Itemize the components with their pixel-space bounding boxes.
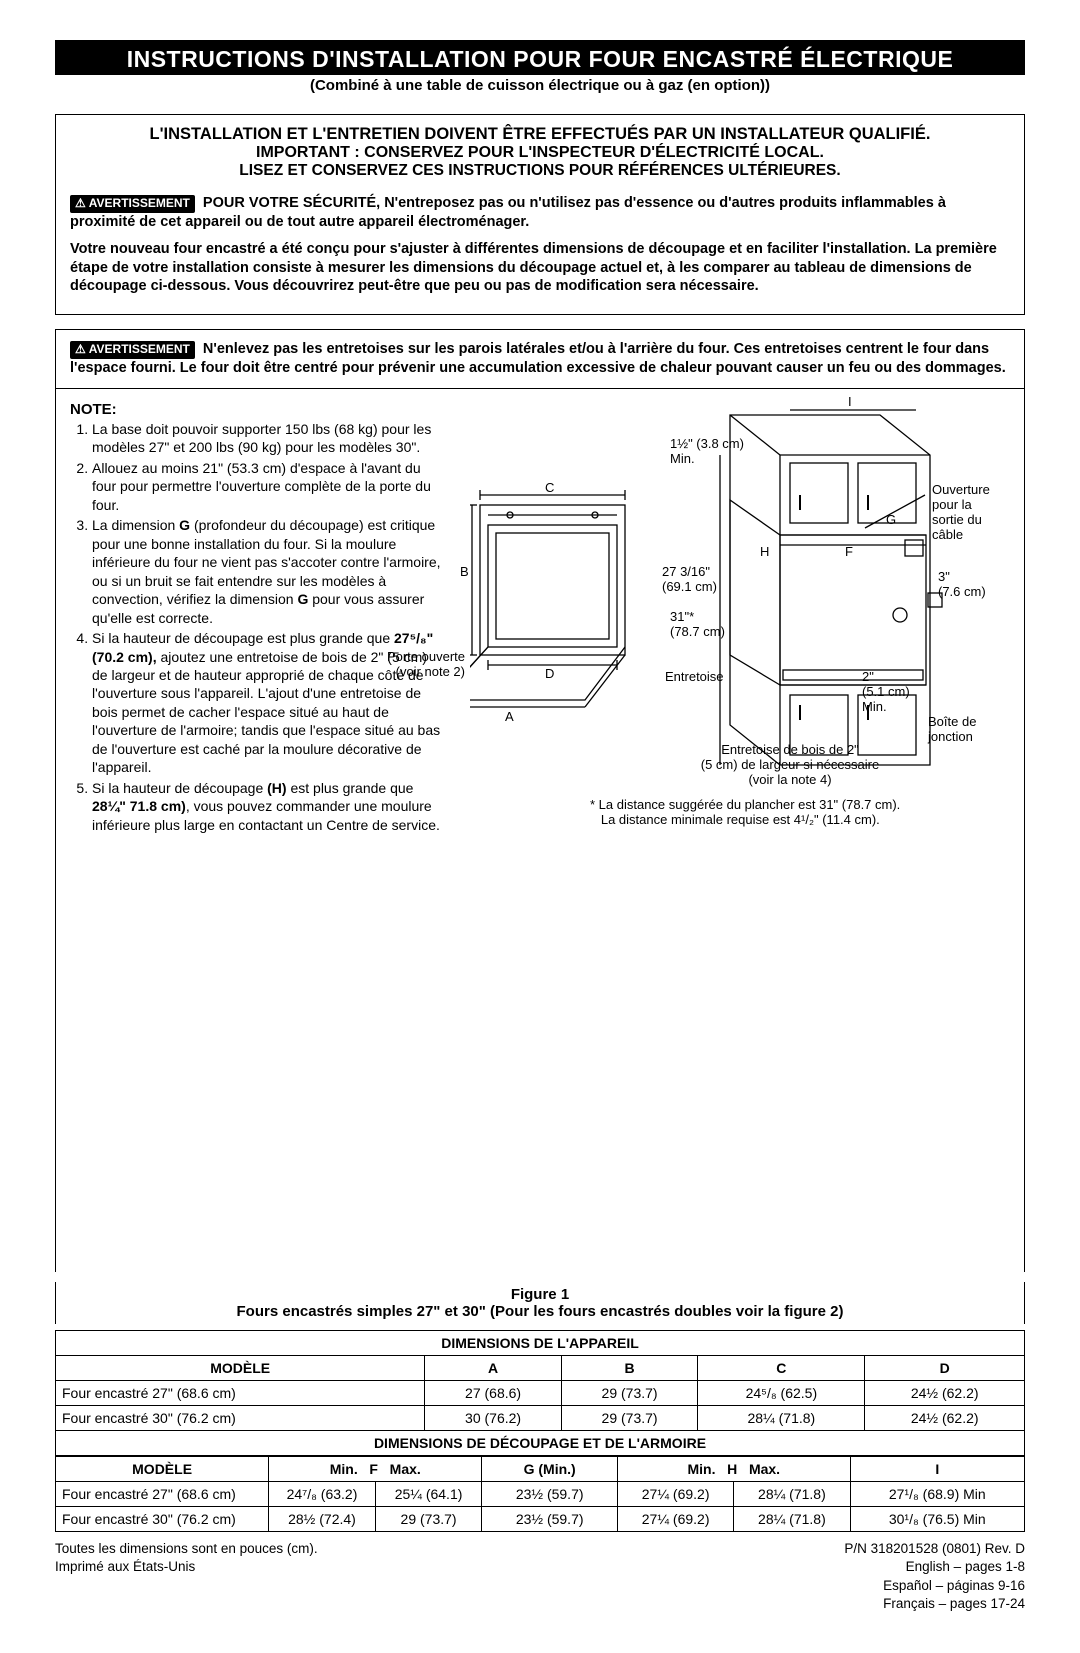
page-footer: Toutes les dimensions sont en pouces (cm… [55, 1540, 1025, 1613]
dim-27: 27 3/16"(69.1 cm) [662, 565, 717, 595]
notes-heading: NOTE: [70, 401, 445, 418]
table-row: Four encastré 27" (68.6 cm) 24⁷/₈ (63.2)… [56, 1482, 1025, 1507]
col-a: A [425, 1356, 561, 1381]
label-porte-ouverte: Porte ouverte(voir note 2) [375, 650, 465, 680]
label-f: F [845, 545, 853, 560]
page-subtitle: (Combiné à une table de cuisson électriq… [55, 77, 1025, 94]
dimensions-cutout-table: MODÈLE Min. F Max. G (Min.) Min. H Max. … [55, 1456, 1025, 1532]
col-c: C [698, 1356, 865, 1381]
label-c: C [545, 481, 554, 496]
warning-icon: AVERTISSEMENT [70, 341, 195, 359]
col-f: Min. F Max. [269, 1457, 482, 1482]
note-3: La dimension G (profondeur du découpage)… [92, 516, 445, 627]
label-b: B [460, 565, 469, 580]
diagram: C B D A I G F H 1½" (3.8 cm)Min. 27 3/16… [470, 395, 1010, 825]
col-model: MODÈLE [56, 1457, 269, 1482]
footer-left: Toutes les dimensions sont en pouces (cm… [55, 1540, 318, 1613]
label-a: A [505, 710, 514, 725]
spacer-warning-text: N'enlevez pas les entretoises sur les pa… [70, 341, 1006, 376]
note-2: Allouez au moins 21" (53.3 cm) d'espace … [92, 459, 445, 514]
label-ouverture-cable: Ouverture pour la sortie du câble [932, 483, 1002, 543]
intro-box: L'INSTALLATION ET L'ENTRETIEN DOIVENT ÊT… [55, 114, 1025, 315]
col-g: G (Min.) [482, 1457, 618, 1482]
dim-2: 2"(5.1 cm)Min. [862, 670, 910, 715]
col-d: D [865, 1356, 1025, 1381]
note-5: Si la hauteur de découpage (H) est plus … [92, 779, 445, 834]
notes-list: La base doit pouvoir supporter 150 lbs (… [70, 420, 445, 834]
footer-right: P/N 318201528 (0801) Rev. D English – pa… [844, 1540, 1025, 1613]
table2-title: DIMENSIONS DE DÉCOUPAGE ET DE L'ARMOIRE [56, 1431, 1025, 1456]
table1-title: DIMENSIONS DE L'APPAREIL [56, 1331, 1025, 1356]
label-boite-jonction: Boîte de jonction [928, 715, 998, 745]
table-row: Four encastré 30" (76.2 cm) 28½ (72.4) 2… [56, 1507, 1025, 1532]
notes-and-diagram: NOTE: La base doit pouvoir supporter 150… [55, 389, 1025, 1272]
dim-3: 3"(7.6 cm) [938, 570, 986, 600]
label-star-note: * La distance suggérée du plancher est 3… [590, 798, 990, 828]
page-title: INSTRUCTIONS D'INSTALLATION POUR FOUR EN… [55, 40, 1025, 75]
col-h: Min. H Max. [618, 1457, 851, 1482]
table-row: Four encastré 27" (68.6 cm) 27 (68.6) 29… [56, 1381, 1025, 1406]
spacer-warning-box: AVERTISSEMENT N'enlevez pas les entretoi… [55, 329, 1025, 389]
warning-icon: AVERTISSEMENT [70, 195, 195, 213]
intro-line-2: IMPORTANT : CONSERVEZ POUR L'INSPECTEUR … [70, 144, 1010, 162]
col-b: B [561, 1356, 697, 1381]
safety-warning-para: AVERTISSEMENT POUR VOTRE SÉCURITÉ, N'ent… [70, 194, 1010, 232]
intro-line-1: L'INSTALLATION ET L'ENTRETIEN DOIVENT ÊT… [70, 125, 1010, 144]
figure-caption: Figure 1 Fours encastrés simples 27" et … [55, 1282, 1025, 1324]
col-i: I [850, 1457, 1024, 1482]
label-g: G [886, 513, 896, 528]
table-row: Four encastré 30" (76.2 cm) 30 (76.2) 29… [56, 1406, 1025, 1431]
dim-31: 31"*(78.7 cm) [670, 610, 725, 640]
note-1: La base doit pouvoir supporter 150 lbs (… [92, 420, 445, 457]
safety-warning-text: POUR VOTRE SÉCURITÉ, N'entreposez pas ou… [70, 195, 946, 230]
dim-1-5: 1½" (3.8 cm)Min. [670, 437, 744, 467]
label-i: I [848, 395, 852, 410]
intro-para-2: Votre nouveau four encastré a été conçu … [70, 240, 1010, 297]
label-h: H [760, 545, 769, 560]
intro-line-3: LISEZ ET CONSERVEZ CES INSTRUCTIONS POUR… [70, 162, 1010, 180]
label-entretoise-bois: Entretoise de bois de 2" (5 cm) de large… [640, 743, 940, 788]
col-model: MODÈLE [56, 1356, 425, 1381]
dimensions-appliance-table: DIMENSIONS DE L'APPAREIL MODÈLE A B C D … [55, 1330, 1025, 1456]
label-entretoise: Entretoise [665, 670, 724, 685]
label-d: D [545, 667, 554, 682]
